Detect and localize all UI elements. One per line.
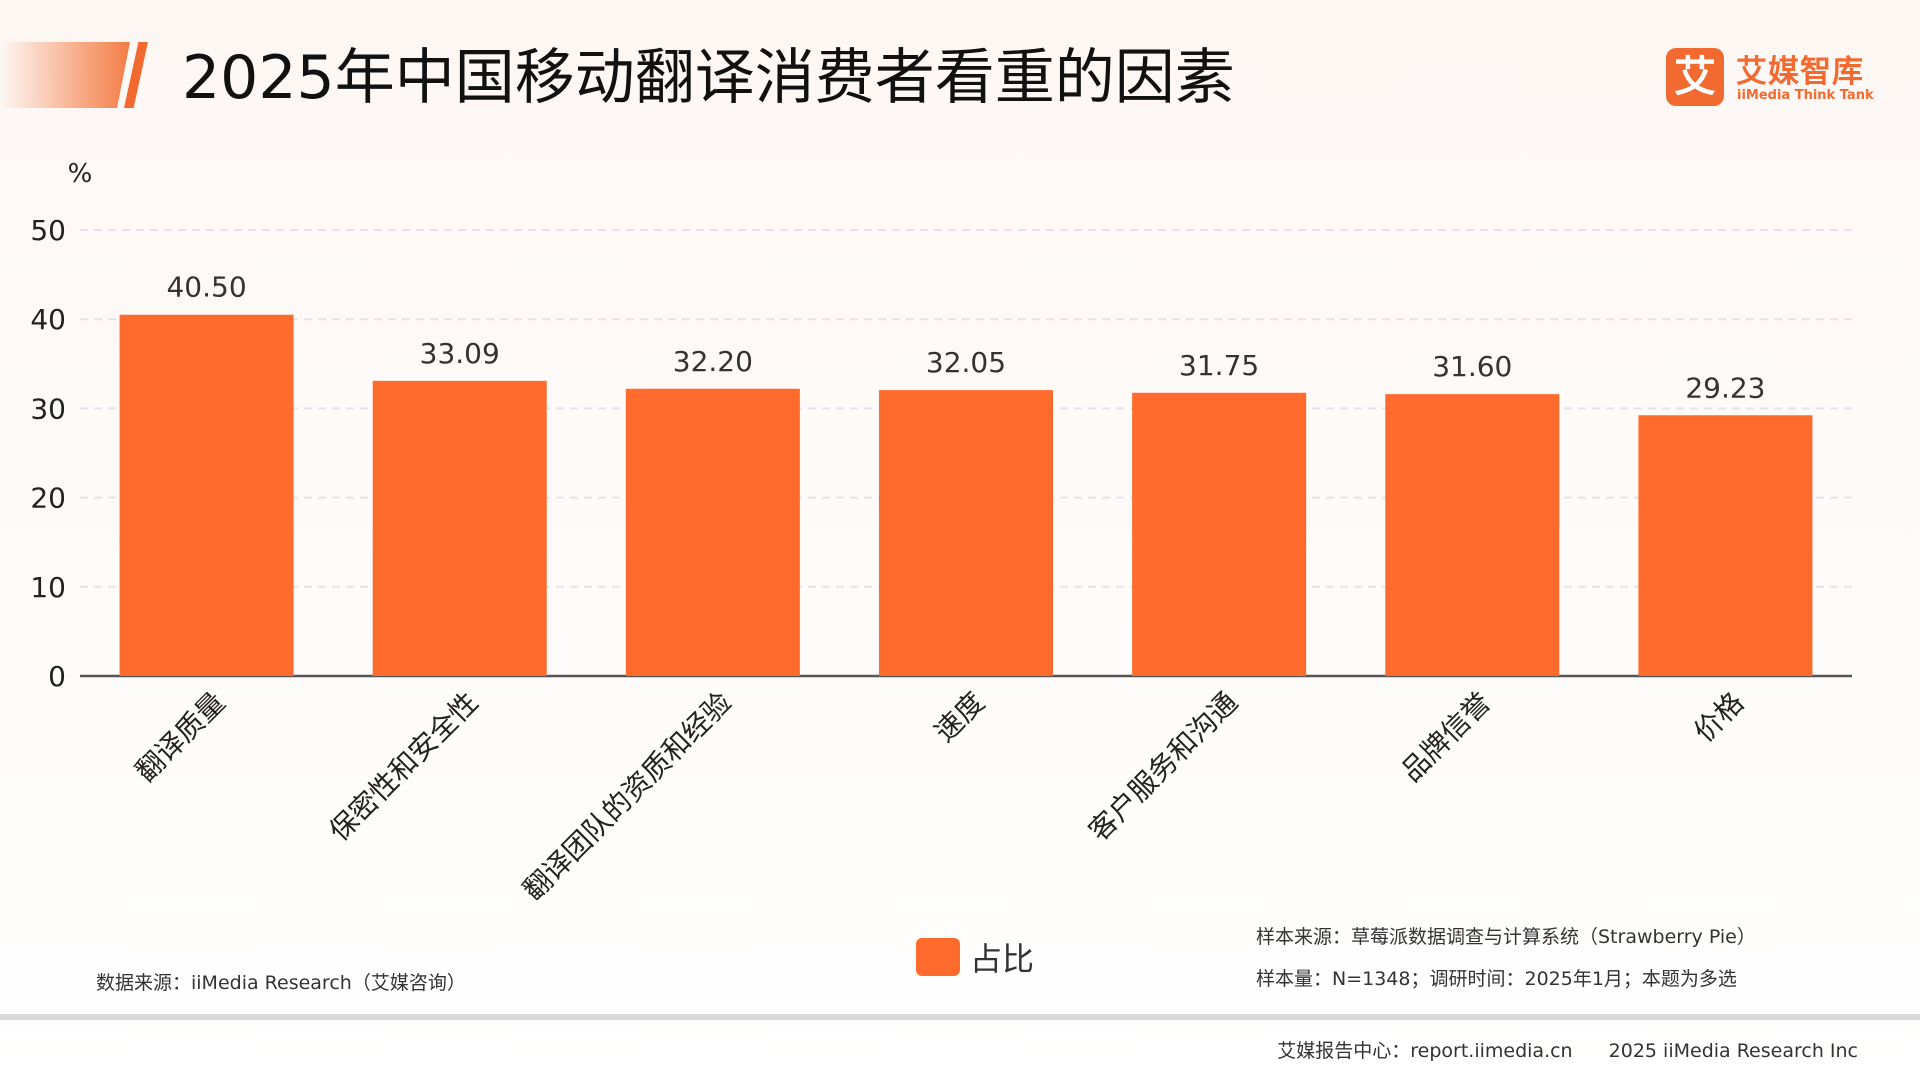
footer-copyright: 2025 iiMedia Research Inc	[1608, 1040, 1858, 1062]
category-label: 价格	[1687, 686, 1750, 749]
category-label: 保密性和安全性	[323, 686, 485, 848]
y-tick-label: 30	[30, 392, 66, 425]
category-label: 翻译质量	[129, 686, 232, 789]
category-label: 翻译团队的资质和经验	[516, 686, 737, 900]
data-label: 29.23	[1685, 371, 1765, 404]
y-tick-label: 20	[30, 482, 66, 515]
data-label: 32.05	[926, 346, 1006, 379]
data-label: 31.60	[1432, 350, 1512, 383]
bar-chart: 0 10 20 30 40 50% 40.50 33.09 32.20 32.05 31.75 31…	[30, 159, 1852, 900]
logo-mark-icon: 艾	[1666, 48, 1724, 106]
data-labels: 40.50 33.09 32.20 32.05 31.75 31.60 29.23	[166, 271, 1765, 405]
category-label: 速度	[928, 686, 991, 749]
footer: 艾媒报告中心：report.iimedia.cn 2025 iiMedia Re…	[1277, 1036, 1858, 1063]
bars	[119, 314, 1813, 676]
legend-label: 占比	[970, 940, 1035, 978]
logo-cn-text: 艾媒智库	[1736, 54, 1864, 90]
category-label: 品牌信誉	[1395, 686, 1498, 789]
bar	[625, 388, 800, 676]
footer-report-center: 艾媒报告中心：report.iimedia.cn	[1277, 1040, 1573, 1062]
bar	[372, 380, 547, 676]
bar	[1385, 394, 1560, 676]
footer-divider	[0, 1014, 1920, 1020]
data-label: 33.09	[420, 337, 500, 370]
data-label: 40.50	[166, 271, 246, 304]
logo-en-text: iiMedia Think Tank	[1737, 88, 1874, 103]
data-source-note: 数据来源：iiMedia Research（艾媒咨询）	[96, 972, 466, 994]
y-axis-unit: %	[68, 159, 93, 189]
y-tick-label: 40	[30, 303, 66, 336]
iimedia-logo: 艾 艾媒智库 iiMedia Think Tank	[1666, 46, 1874, 108]
title-accent-bar	[0, 42, 130, 108]
bar	[1638, 415, 1813, 676]
category-labels: 翻译质量 保密性和安全性 翻译团队的资质和经验 速度 客户服务和沟通 品牌信誉 价格	[129, 686, 1750, 900]
y-tick-label: 50	[30, 214, 66, 247]
page-title: 2025年中国移动翻译消费者看重的因素	[182, 43, 1235, 113]
bar	[1132, 392, 1307, 676]
bar	[119, 314, 294, 676]
y-tick-label: 10	[30, 571, 66, 604]
bar	[879, 390, 1053, 676]
data-label: 32.20	[673, 345, 753, 378]
legend-swatch	[916, 938, 960, 976]
y-tick-label: 0	[48, 660, 66, 693]
sample-source-note: 样本来源：草莓派数据调查与计算系统（Strawberry Pie）	[1256, 926, 1756, 948]
category-label: 客户服务和沟通	[1082, 686, 1244, 848]
sample-size-note: 样本量：N=1348；调研时间：2025年1月；本题为多选	[1256, 968, 1737, 990]
data-label: 31.75	[1179, 349, 1259, 382]
